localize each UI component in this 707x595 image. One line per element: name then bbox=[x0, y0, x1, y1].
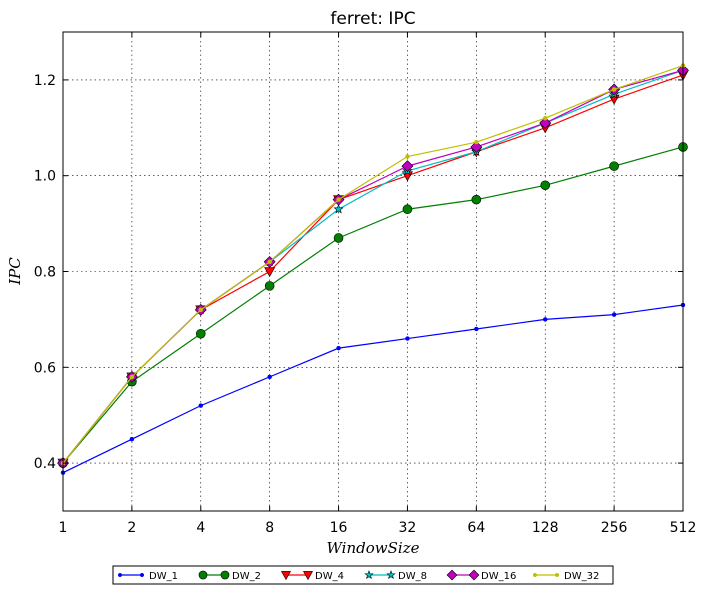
data-point bbox=[333, 233, 344, 243]
data-point bbox=[542, 317, 548, 322]
legend-marker bbox=[139, 572, 145, 578]
data-point bbox=[264, 281, 275, 291]
series-layer bbox=[57, 63, 689, 475]
data-point bbox=[402, 204, 413, 215]
x-tick-label: 1 bbox=[59, 520, 68, 536]
data-point bbox=[470, 141, 483, 153]
legend-label: DW_1 bbox=[149, 571, 178, 582]
legend-label: DW_16 bbox=[481, 571, 516, 582]
series-dw-16 bbox=[57, 64, 689, 470]
x-tick-label: 2 bbox=[127, 520, 136, 536]
legend-marker bbox=[302, 571, 314, 581]
data-point bbox=[195, 328, 206, 339]
x-tick-label: 128 bbox=[532, 520, 559, 536]
data-point bbox=[198, 403, 204, 408]
series-line bbox=[62, 69, 684, 464]
y-tick-label: 0.8 bbox=[34, 265, 56, 281]
legend: DW_1 DW_2 DW_4 DW_8 DW_16 DW_32 bbox=[112, 565, 614, 585]
data-point bbox=[129, 374, 135, 380]
series-dw-1 bbox=[60, 302, 686, 475]
y-tick-label: 0.6 bbox=[34, 360, 56, 376]
series-dw-4 bbox=[57, 70, 689, 469]
legend-marker bbox=[117, 572, 123, 578]
series-line bbox=[62, 304, 684, 474]
series-dw-2 bbox=[58, 142, 688, 468]
legend-label: DW_2 bbox=[232, 571, 261, 582]
data-point bbox=[333, 203, 344, 214]
y-tick-label: 0.4 bbox=[34, 456, 56, 472]
data-point bbox=[611, 312, 617, 317]
x-axis-title: WindowSize bbox=[327, 539, 420, 557]
legend-marker bbox=[386, 570, 396, 579]
legend-marker bbox=[198, 570, 208, 580]
x-tick-label: 4 bbox=[196, 520, 205, 536]
data-point bbox=[405, 154, 410, 159]
data-point bbox=[264, 267, 276, 278]
data-point bbox=[267, 374, 272, 380]
legend-label: DW_32 bbox=[564, 571, 599, 582]
data-point bbox=[540, 180, 551, 191]
axis-ticks: 1 2 4 8 16 32 64 128 256 512 0.4 0.6 0.8 1.0 1.2 bbox=[34, 32, 697, 536]
legend-marker bbox=[554, 572, 560, 578]
legend-item: DW_2 bbox=[198, 570, 261, 582]
data-point bbox=[198, 307, 204, 313]
data-point bbox=[471, 194, 482, 205]
y-axis-title: IPC bbox=[6, 257, 24, 286]
data-point bbox=[336, 197, 341, 202]
series-line bbox=[62, 69, 684, 464]
data-point bbox=[542, 115, 548, 121]
series-dw-32 bbox=[60, 63, 686, 466]
data-point bbox=[401, 160, 414, 173]
x-tick-label: 32 bbox=[399, 520, 417, 536]
legend-marker bbox=[280, 571, 292, 581]
data-point bbox=[474, 326, 479, 332]
legend-marker bbox=[468, 569, 480, 581]
legend-marker bbox=[220, 570, 230, 580]
data-point bbox=[129, 436, 135, 442]
series-line bbox=[62, 64, 684, 464]
y-tick-label: 1.0 bbox=[34, 169, 56, 185]
legend-box bbox=[112, 565, 614, 585]
legend-item: DW_32 bbox=[532, 571, 599, 582]
data-point bbox=[267, 259, 272, 265]
legend-marker bbox=[446, 569, 458, 581]
legend-label: DW_8 bbox=[398, 571, 427, 582]
legend-item: DW_8 bbox=[364, 570, 427, 582]
legend-marker bbox=[364, 570, 374, 579]
legend-item: DW_4 bbox=[280, 571, 344, 582]
data-point bbox=[611, 87, 617, 92]
legend-marker bbox=[532, 572, 538, 578]
data-point bbox=[609, 161, 619, 171]
data-point bbox=[405, 336, 410, 341]
x-tick-label: 16 bbox=[330, 520, 348, 536]
legend-label: DW_4 bbox=[315, 571, 344, 582]
series-line bbox=[62, 146, 684, 464]
x-tick-label: 64 bbox=[467, 520, 485, 536]
x-tick-label: 512 bbox=[670, 520, 697, 536]
data-point bbox=[539, 117, 552, 129]
y-tick-label: 1.2 bbox=[34, 73, 56, 89]
series-line bbox=[62, 74, 684, 464]
x-tick-label: 256 bbox=[601, 520, 628, 536]
chart-title: ferret: IPC bbox=[330, 9, 415, 29]
series-dw-8 bbox=[57, 64, 689, 468]
data-point bbox=[336, 345, 341, 351]
data-point bbox=[474, 139, 479, 145]
legend-item: DW_1 bbox=[117, 571, 178, 582]
legend-item: DW_16 bbox=[446, 569, 516, 582]
x-tick-label: 8 bbox=[265, 520, 274, 536]
